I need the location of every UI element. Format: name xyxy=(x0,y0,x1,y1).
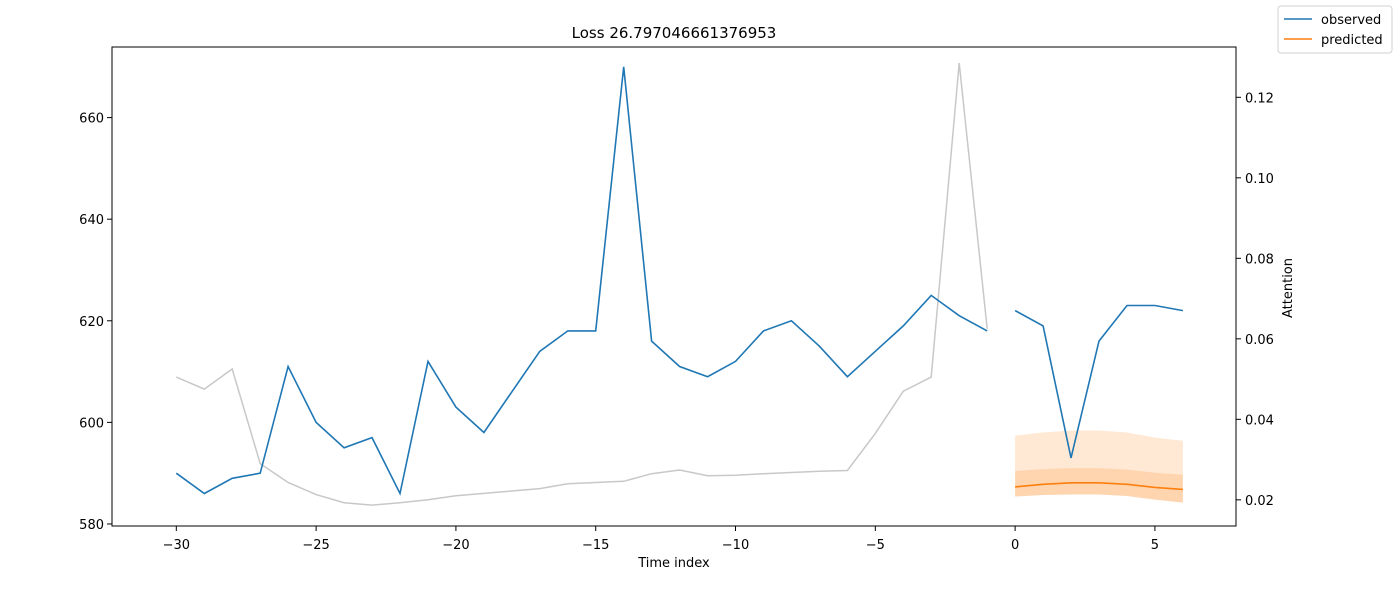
observed-line-2 xyxy=(1014,304,1184,459)
attention-line xyxy=(176,63,988,506)
y2-tick-label: 0.06 xyxy=(1245,333,1274,348)
x-tick-label: −10 xyxy=(722,538,749,553)
y-tick-label: 660 xyxy=(79,112,104,127)
x-tick-label: 5 xyxy=(1151,538,1159,553)
x-axis-ticks: −30 −25 −20 −15 −10 −5 0 5 xyxy=(163,526,1159,553)
x-tick-label: −5 xyxy=(866,538,885,553)
observed-line-1 xyxy=(175,66,988,496)
x-axis-label: Time index xyxy=(637,556,710,571)
y-tick-label: 580 xyxy=(79,518,104,533)
legend: observed predicted xyxy=(1277,5,1393,54)
prediction-band-inner xyxy=(1015,468,1183,503)
plot-frame xyxy=(111,46,1237,527)
series-lines xyxy=(175,63,1184,506)
x-tick-label: 0 xyxy=(1011,538,1019,553)
prediction-bands xyxy=(1015,430,1183,503)
prediction-band-outer xyxy=(1015,430,1183,503)
legend-label-observed: observed xyxy=(1321,13,1381,28)
legend-frame xyxy=(1277,5,1393,54)
x-tick-label: −30 xyxy=(163,538,190,553)
y2-tick-label: 0.02 xyxy=(1245,494,1274,509)
y2-tick-label: 0.12 xyxy=(1245,91,1274,106)
y2-tick-label: 0.04 xyxy=(1245,413,1274,428)
y2-tick-label: 0.08 xyxy=(1245,252,1274,267)
legend-label-predicted: predicted xyxy=(1321,33,1383,48)
chart-title: Loss 26.797046661376953 xyxy=(572,24,777,42)
y2-tick-label: 0.10 xyxy=(1245,172,1274,187)
y-axis-ticks: 580 600 620 640 660 xyxy=(79,112,112,533)
y2-axis-ticks: 0.02 0.04 0.06 0.08 0.10 0.12 xyxy=(1236,91,1274,509)
y-tick-label: 620 xyxy=(79,315,104,330)
predicted-line xyxy=(1015,481,1183,491)
y-tick-label: 640 xyxy=(79,213,104,228)
x-tick-label: −15 xyxy=(582,538,609,553)
y2-axis-label: Attention xyxy=(1281,258,1296,318)
x-tick-label: −25 xyxy=(302,538,329,553)
x-tick-label: −20 xyxy=(442,538,469,553)
y-tick-label: 600 xyxy=(79,416,104,431)
